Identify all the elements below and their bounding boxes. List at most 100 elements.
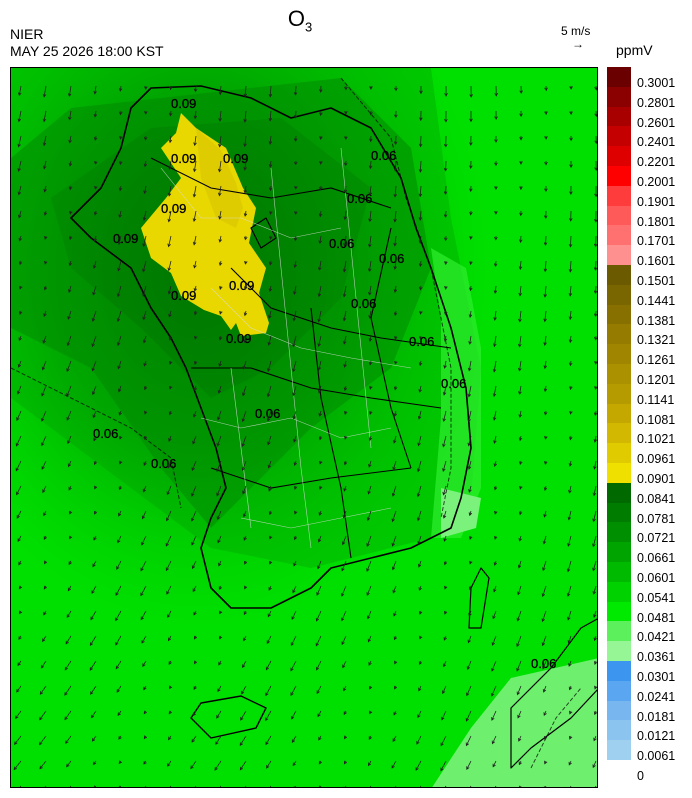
wind-arrow-icon — [217, 685, 222, 693]
wind-arrow-icon — [244, 585, 248, 590]
wind-arrow-icon — [169, 385, 173, 390]
wind-arrow-icon — [344, 410, 348, 415]
wind-arrow-icon — [494, 535, 498, 540]
wind-arrow-icon — [567, 610, 572, 621]
wind-arrow-icon — [143, 385, 148, 391]
wind-arrow-icon — [541, 585, 547, 598]
wind-arrow-icon — [516, 685, 522, 696]
wind-arrow-icon — [517, 560, 522, 569]
wind-arrow-icon — [592, 560, 597, 572]
wind-arrow-icon — [543, 735, 548, 740]
wind-arrow-icon — [518, 535, 522, 542]
wind-arrow-icon — [119, 160, 123, 166]
wind-arrow-icon — [292, 310, 297, 322]
legend-label: 0.0121 — [637, 729, 676, 744]
wind-arrow-icon — [93, 235, 97, 243]
wind-arrow-icon — [43, 535, 47, 540]
southeast-corner-light — [432, 658, 597, 787]
wind-arrow-icon — [68, 285, 72, 294]
wind-arrow-icon — [192, 710, 197, 717]
wind-arrow-icon — [218, 335, 223, 341]
wind-arrow-icon — [442, 485, 447, 496]
wind-arrow-icon — [91, 310, 97, 322]
wind-arrow-icon — [217, 410, 222, 421]
wind-arrow-icon — [140, 610, 147, 621]
contour-label: 0.09 — [171, 288, 196, 303]
wind-arrow-icon — [394, 685, 398, 690]
wind-arrow-icon — [216, 710, 222, 719]
legend-label: 0.0601 — [637, 571, 676, 585]
wind-arrow-icon — [593, 235, 597, 248]
wind-arrow-icon — [116, 285, 122, 298]
wind-arrow-icon — [167, 635, 172, 642]
legend-swatch — [607, 86, 631, 108]
wind-arrow-icon — [94, 160, 98, 165]
legend-label: 0.1261 — [637, 353, 676, 368]
wind-arrow-icon — [315, 610, 322, 622]
legend-label: 0.1441 — [637, 293, 676, 308]
wind-arrow-icon — [290, 635, 297, 647]
wind-arrow-icon — [92, 285, 97, 296]
wind-arrow-icon — [16, 485, 22, 496]
wind-arrow-icon — [244, 285, 248, 291]
wind-arrow-icon — [268, 585, 272, 591]
wind-arrow-icon — [192, 160, 197, 173]
wind-arrow-icon — [543, 310, 547, 323]
wind-arrow-icon — [39, 710, 47, 721]
wind-arrow-icon — [118, 385, 122, 393]
wind-arrow-icon — [342, 660, 347, 669]
wind-arrow-icon — [168, 335, 173, 341]
legend-swatch — [607, 740, 631, 761]
wind-arrow-icon — [218, 210, 222, 220]
wind-arrow-icon — [69, 210, 73, 215]
legend-swatch — [607, 720, 631, 741]
wind-arrow-icon — [492, 360, 497, 373]
wind-arrow-icon — [543, 335, 547, 346]
wind-arrow-icon — [65, 735, 72, 744]
wind-arrow-icon — [15, 710, 22, 720]
wind-arrow-icon — [17, 160, 22, 172]
wind-arrow-icon — [90, 710, 97, 719]
wind-arrow-icon — [592, 585, 597, 595]
wind-arrow-icon — [418, 210, 423, 221]
wind-arrow-icon — [444, 85, 448, 97]
wind-arrow-icon — [218, 260, 223, 267]
wind-arrow-icon — [543, 485, 548, 492]
wind-arrow-icon — [165, 535, 172, 547]
wind-arrow-icon — [492, 410, 497, 421]
wind-arrow-icon — [341, 610, 347, 622]
wind-arrow-icon — [594, 210, 597, 223]
ozone-map: 0.09 0.09 0.09 0.09 0.09 0.09 0.09 0.09 … — [10, 67, 598, 788]
wind-arrow-icon — [343, 335, 347, 345]
wind-arrow-icon — [168, 410, 173, 416]
wind-arrow-icon — [519, 110, 523, 118]
wind-arrow-icon — [393, 185, 398, 198]
wind-arrow-icon — [394, 335, 398, 341]
wind-arrow-icon — [116, 310, 122, 323]
wind-arrow-icon — [64, 660, 72, 671]
wind-arrow-icon — [217, 535, 222, 544]
legend-swatch — [607, 225, 631, 246]
legend-label: 0.1141 — [637, 392, 675, 407]
wind-arrow-icon — [68, 185, 73, 191]
legend-label: 0.0481 — [637, 610, 676, 625]
wind-arrow-icon — [517, 710, 522, 719]
contour-label: 0.09 — [223, 151, 248, 166]
wind-arrow-icon — [169, 360, 173, 365]
wind-arrow-icon — [593, 410, 597, 417]
wind-arrow-icon — [543, 785, 547, 787]
wind-arrow-icon — [269, 235, 273, 240]
wind-arrow-icon — [142, 235, 147, 248]
wind-arrow-icon — [293, 435, 297, 443]
wind-arrow-icon — [118, 485, 123, 491]
contour-label: 0.06 — [93, 426, 118, 441]
wind-arrow-icon — [416, 460, 422, 473]
wind-arrow-icon — [243, 160, 247, 171]
wind-arrow-icon — [242, 485, 247, 495]
wind-arrow-icon — [218, 135, 222, 148]
wind-arrow-icon — [219, 610, 223, 615]
wind-arrow-icon — [143, 760, 147, 765]
wind-arrow-icon — [419, 85, 423, 95]
wind-arrow-icon — [570, 785, 572, 787]
wind-arrow-icon — [91, 360, 97, 372]
